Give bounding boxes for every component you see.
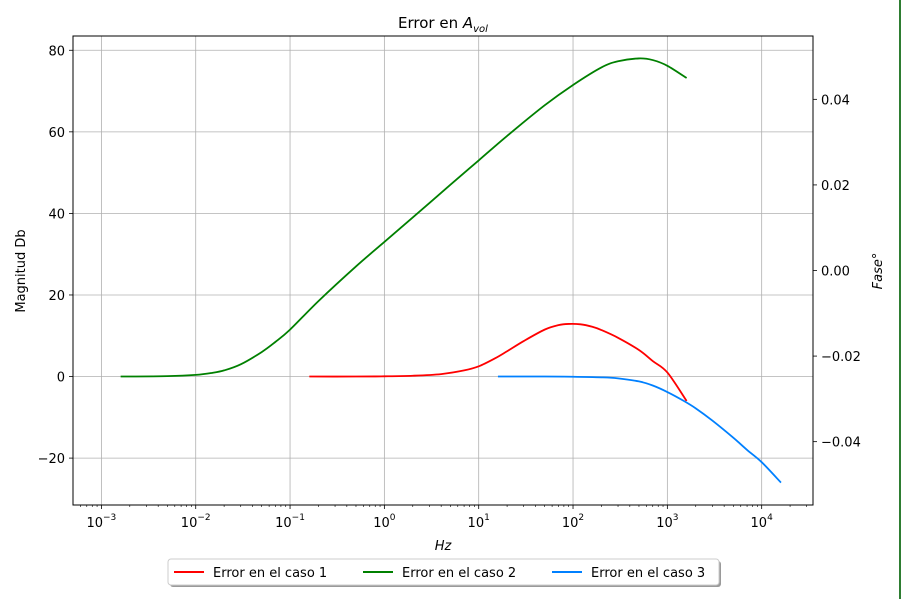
plot-frame: [72, 35, 814, 506]
y-tick-label: 60: [48, 126, 65, 141]
x-tick-label: 10−3: [86, 513, 116, 531]
x-axis-ticks: 10−3 10−2 10−1 100 101 102 103 104: [80, 505, 807, 531]
y2-tick-label: 0.00: [821, 265, 850, 280]
gridlines: [73, 36, 813, 505]
series-line-3: [497, 375, 782, 484]
y-tick-label: 40: [48, 207, 65, 222]
x-tick-label: 101: [468, 513, 490, 531]
y-tick-label: 80: [48, 44, 65, 59]
series-line-2: [120, 57, 688, 378]
y2-axis-ticks: −0.04 −0.02 0.00 0.02 0.04: [813, 93, 861, 451]
x-tick-label: 103: [656, 513, 678, 531]
y2-axis-label: Fase°: [871, 253, 886, 290]
legend-box: [167, 558, 720, 586]
y-tick-label: −20: [38, 452, 65, 467]
x-axis-label: Hz: [435, 539, 453, 554]
x-tick-label: 102: [562, 513, 584, 531]
legend-entry-3: Error en el caso 3: [591, 566, 705, 581]
x-tick-label: 104: [751, 513, 774, 531]
x-tick-label: 10−2: [181, 513, 211, 531]
legend: Error en el caso 1 Error en el caso 2 Erro…: [167, 558, 721, 587]
y-axis-ticks: −20 0 20 40 60 80: [38, 44, 73, 467]
window-edge: [899, 0, 901, 599]
legend-entry-2: Error en el caso 2: [402, 566, 516, 581]
y2-tick-label: −0.04: [821, 436, 861, 451]
x-tick-label: 10−1: [275, 513, 305, 531]
y-tick-label: 20: [48, 289, 65, 304]
y2-tick-label: 0.02: [821, 179, 850, 194]
x-tick-label: 100: [373, 513, 396, 531]
legend-entry-1: Error en el caso 1: [213, 566, 327, 581]
y2-tick-label: 0.04: [821, 93, 850, 108]
y2-tick-label: −0.02: [821, 350, 861, 365]
y-axis-label: Magnitud Db: [14, 229, 29, 312]
chart-title: Error en Avol: [398, 14, 488, 35]
series-line-1: [309, 322, 688, 402]
series-layer: [120, 57, 782, 484]
y-tick-label: 0: [57, 371, 65, 386]
